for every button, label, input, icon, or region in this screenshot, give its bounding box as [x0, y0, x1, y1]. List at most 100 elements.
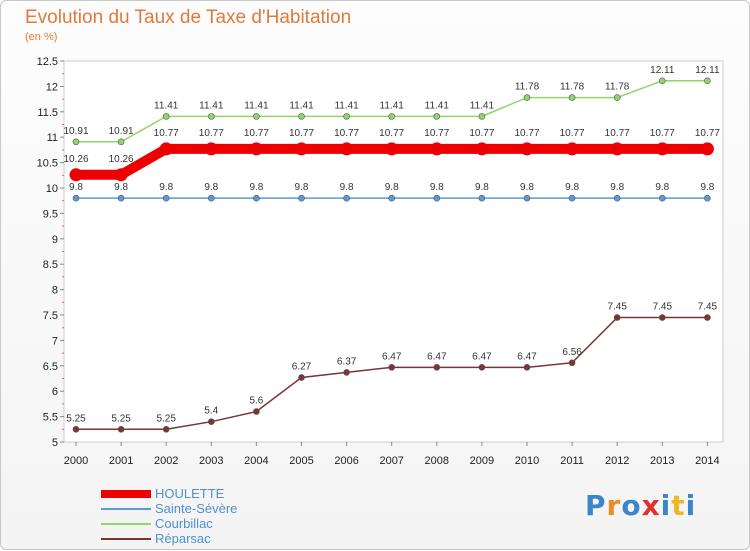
logo-letter: o: [621, 489, 642, 522]
data-label: 9.8: [249, 182, 263, 193]
y-tick-label: 6: [52, 386, 58, 398]
logo-letter: P: [585, 489, 607, 522]
series-point: [114, 168, 128, 182]
data-label: 5.25: [66, 413, 86, 424]
y-axis-unit: (en %): [25, 31, 58, 43]
data-label: 9.8: [430, 182, 444, 193]
data-label: 9.8: [475, 182, 489, 193]
series-point: [520, 142, 534, 156]
y-tick-label: 11: [47, 132, 58, 144]
series-point: [700, 142, 714, 156]
series-point: [117, 138, 125, 146]
series-point: [655, 142, 669, 156]
y-tick-label: 8: [52, 285, 58, 297]
legend: HOULETTE Sainte-Sévère Courbillac Répars…: [101, 486, 321, 546]
series-point: [72, 194, 80, 202]
series-point: [298, 374, 305, 381]
legend-item-courbillac: Courbillac: [101, 516, 321, 531]
series-point: [253, 194, 260, 202]
y-tick-label: 11.5: [37, 107, 58, 119]
series-point: [523, 94, 531, 101]
plot-area: [63, 60, 724, 443]
data-label: 6.56: [562, 347, 582, 358]
legend-item-reparsac: Réparsac: [101, 531, 321, 546]
legend-label-sainte-severe: Sainte-Sévère: [155, 501, 238, 516]
series-point: [298, 113, 305, 120]
proxiti-logo: Proxiti: [585, 489, 696, 522]
data-label: 10.77: [469, 128, 494, 139]
series-point: [478, 364, 486, 371]
data-label: 6.47: [427, 351, 447, 362]
series-point: [298, 194, 305, 202]
x-tick-label: 2008: [425, 455, 449, 467]
data-label: 9.8: [204, 182, 218, 193]
data-label: 9.8: [655, 182, 669, 193]
series-point: [433, 194, 441, 202]
legend-label-courbillac: Courbillac: [155, 516, 213, 531]
logo-letter: x: [641, 489, 661, 522]
y-tick-label: 5.5: [43, 412, 58, 424]
data-label: 5.4: [204, 406, 218, 417]
series-point: [72, 138, 80, 146]
data-label: 11.41: [244, 100, 269, 111]
y-tick-label: 12: [46, 81, 58, 93]
series-point: [565, 142, 579, 156]
y-tick-label: 7: [52, 335, 58, 347]
series-point: [340, 142, 354, 156]
data-label: 9.8: [295, 182, 309, 193]
data-label: 9.8: [700, 182, 714, 193]
data-label: 7.45: [607, 302, 627, 313]
data-label: 7.45: [698, 302, 718, 313]
series-point: [162, 113, 170, 120]
series-point: [117, 194, 125, 202]
series-point: [613, 194, 621, 202]
data-label: 9.8: [610, 182, 624, 193]
data-label: 11.41: [425, 100, 450, 111]
series-point: [433, 113, 441, 120]
series-point: [704, 314, 711, 321]
series-point: [388, 364, 396, 371]
y-tick-label: 9.5: [43, 208, 58, 220]
data-label: 6.47: [382, 351, 402, 362]
y-tick-label: 10: [46, 183, 58, 195]
series-point: [117, 425, 125, 433]
data-label: 10.77: [514, 128, 539, 139]
y-tick-label: 12.5: [37, 56, 58, 68]
legend-swatch-courbillac: [101, 523, 151, 525]
legend-swatch-houlette: [101, 490, 151, 498]
series-point: [295, 142, 308, 156]
data-label: 12.11: [650, 65, 675, 76]
data-label: 9.8: [114, 182, 128, 193]
data-label: 10.26: [63, 154, 88, 165]
data-label: 10.77: [199, 128, 224, 139]
data-label: 5.6: [249, 396, 263, 407]
series-point: [433, 364, 441, 371]
series-point: [704, 77, 711, 85]
data-label: 7.45: [653, 302, 673, 313]
logo-letter: i: [660, 489, 672, 522]
data-label: 6.27: [292, 361, 312, 372]
data-label: 6.47: [472, 351, 492, 362]
data-label: 9.8: [565, 182, 579, 193]
y-tick-label: 9: [52, 234, 58, 246]
data-label: 10.77: [560, 128, 585, 139]
series-point: [208, 113, 215, 120]
y-tick-label: 7.5: [43, 310, 58, 322]
legend-swatch-sainte-severe: [101, 508, 151, 510]
series-point: [343, 113, 350, 120]
legend-label-reparsac: Réparsac: [155, 531, 211, 546]
x-tick-label: 2013: [650, 455, 674, 467]
x-tick-label: 2002: [154, 455, 178, 467]
series-point: [658, 314, 666, 321]
series-point: [613, 94, 621, 101]
data-label: 11.78: [560, 82, 585, 93]
data-label: 10.77: [695, 128, 720, 139]
x-tick-label: 2009: [470, 455, 494, 467]
series-point: [478, 194, 486, 202]
data-label: 5.25: [111, 413, 131, 424]
data-label: 10.77: [154, 128, 179, 139]
legend-label-houlette: HOULETTE: [155, 486, 225, 501]
series-point: [658, 194, 666, 202]
series-point: [208, 418, 215, 425]
